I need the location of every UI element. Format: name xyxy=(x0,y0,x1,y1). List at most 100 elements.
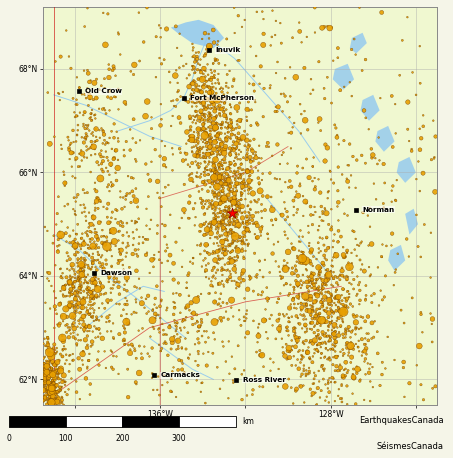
Point xyxy=(48,372,55,379)
Point xyxy=(82,278,89,285)
Point xyxy=(222,124,229,131)
Point xyxy=(55,371,62,378)
Point xyxy=(114,278,121,285)
Point xyxy=(293,333,300,341)
Point xyxy=(138,300,145,307)
Point xyxy=(157,100,164,108)
Point xyxy=(200,83,207,91)
Point xyxy=(239,238,246,245)
Point xyxy=(350,311,357,318)
Point xyxy=(49,376,57,384)
Point xyxy=(255,180,263,188)
Point xyxy=(326,354,333,361)
Point xyxy=(41,335,48,343)
Point xyxy=(207,87,214,94)
Point xyxy=(264,230,271,238)
Point xyxy=(43,361,51,368)
Point xyxy=(121,329,129,336)
Point xyxy=(203,96,211,103)
Point xyxy=(317,267,324,275)
Point xyxy=(211,318,218,326)
Point xyxy=(66,303,73,311)
Point xyxy=(241,229,248,236)
Point xyxy=(189,178,197,185)
Point xyxy=(50,397,58,404)
Point xyxy=(50,377,57,385)
Point xyxy=(241,127,248,135)
Point xyxy=(202,201,209,208)
Point xyxy=(85,251,92,258)
Point xyxy=(226,274,234,282)
Point xyxy=(191,53,198,60)
Point xyxy=(307,319,314,327)
Point xyxy=(193,376,200,384)
Point xyxy=(92,115,99,122)
Point xyxy=(193,144,201,152)
Point xyxy=(293,385,300,393)
Point xyxy=(55,322,63,329)
Point xyxy=(216,280,223,287)
Point xyxy=(77,245,85,253)
Point xyxy=(343,249,351,256)
Point xyxy=(119,232,126,239)
Point xyxy=(243,214,251,221)
Point xyxy=(206,136,213,143)
Point xyxy=(64,133,72,141)
Point xyxy=(192,99,199,107)
Point xyxy=(230,77,237,84)
Point xyxy=(294,255,301,262)
Point xyxy=(209,180,216,187)
Point xyxy=(101,239,109,246)
Point xyxy=(205,112,212,120)
Point xyxy=(308,294,315,301)
Point xyxy=(342,331,349,338)
Point xyxy=(77,150,85,157)
Point xyxy=(87,287,94,294)
Point xyxy=(88,235,96,243)
Point xyxy=(74,256,82,264)
Text: Fort McPherson: Fort McPherson xyxy=(190,95,255,101)
Point xyxy=(313,279,320,287)
Point xyxy=(228,195,236,202)
Point xyxy=(216,95,223,103)
Point xyxy=(49,240,57,247)
Point xyxy=(200,99,207,107)
Point xyxy=(364,212,371,219)
Point xyxy=(75,163,82,170)
Point xyxy=(211,174,218,181)
Point xyxy=(338,264,346,272)
Point xyxy=(308,246,315,254)
Point xyxy=(249,217,256,224)
Point xyxy=(334,315,341,322)
Point xyxy=(238,192,245,200)
Point xyxy=(91,300,98,307)
Point xyxy=(315,319,323,327)
Point xyxy=(204,177,211,184)
Point xyxy=(349,342,357,349)
Point xyxy=(87,380,94,387)
Point xyxy=(322,267,329,274)
Point xyxy=(285,314,292,322)
Point xyxy=(61,171,68,179)
Point xyxy=(179,157,187,164)
Point xyxy=(280,264,288,271)
Point xyxy=(187,80,194,87)
Point xyxy=(196,87,203,94)
Point xyxy=(96,259,103,267)
Point xyxy=(280,311,287,318)
Point xyxy=(318,217,325,224)
Point xyxy=(86,311,93,318)
Point xyxy=(299,325,306,332)
Point xyxy=(213,151,221,158)
Point xyxy=(309,262,316,270)
Point xyxy=(284,347,291,354)
Point xyxy=(219,338,226,345)
Point xyxy=(414,243,422,250)
Point xyxy=(302,293,309,300)
Point xyxy=(130,71,137,78)
Point xyxy=(81,249,88,256)
Point xyxy=(163,306,170,314)
Point xyxy=(136,285,144,292)
Point xyxy=(183,128,191,136)
Point xyxy=(97,287,104,294)
